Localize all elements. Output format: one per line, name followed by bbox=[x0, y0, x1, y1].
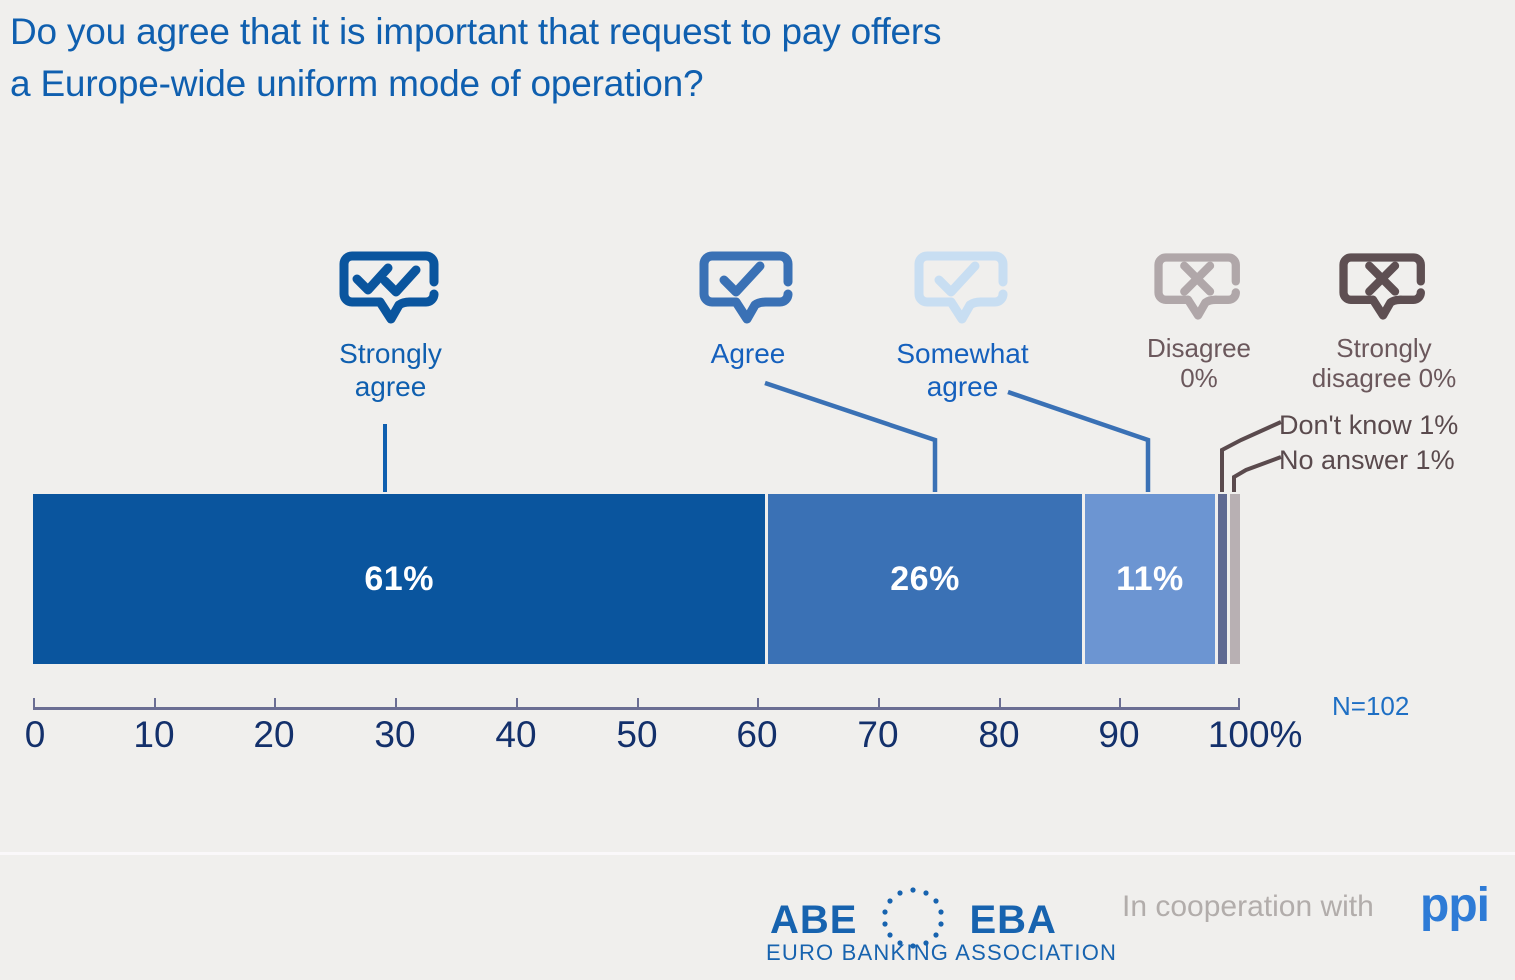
check-speech-bubble-icon bbox=[668, 248, 828, 331]
no-answer-label: No answer 1% bbox=[1279, 445, 1455, 475]
axis-label-80: 80 bbox=[978, 714, 1020, 755]
sample-size-note: N=102 bbox=[1332, 691, 1410, 721]
axis-tick bbox=[395, 698, 398, 707]
axis-tick bbox=[636, 698, 639, 707]
legend-label-strongly-agree: Strongly agree bbox=[339, 338, 442, 402]
bar-segment-somewhat-agree: 11% bbox=[1084, 494, 1216, 664]
bar-segment-dont-know bbox=[1218, 494, 1228, 664]
page-title: Do you agree that it is important that r… bbox=[10, 11, 942, 104]
abe-logo-subtitle: EURO BANKING ASSOCIATION bbox=[766, 940, 1118, 965]
axis-tick bbox=[1119, 698, 1122, 707]
cross-speech-bubble-icon bbox=[1296, 250, 1472, 327]
abe-eba-logo: ABE bbox=[770, 882, 1057, 959]
legend-item-somewhat-agree: Somewhat agree bbox=[860, 248, 1065, 403]
legend-item-agree: Agree bbox=[668, 248, 828, 370]
axis-label-40: 40 bbox=[495, 714, 537, 755]
axis-tick bbox=[1238, 698, 1240, 707]
footer-divider bbox=[0, 852, 1515, 855]
footer: ABE bbox=[0, 860, 1515, 980]
axis-label-30: 30 bbox=[374, 714, 416, 755]
check-speech-bubble-icon bbox=[860, 248, 1065, 331]
bar-value-somewhat-agree: 11% bbox=[1116, 559, 1184, 598]
axis-label-90: 90 bbox=[1098, 714, 1140, 755]
cooperation-text: In cooperation with bbox=[1122, 890, 1374, 923]
axis-label-10: 10 bbox=[133, 714, 175, 755]
axis-label-20: 20 bbox=[253, 714, 295, 755]
axis-label-60: 60 bbox=[736, 714, 778, 755]
bar-segment-agree: 26% bbox=[768, 494, 1082, 664]
bar-segment-no-answer bbox=[1230, 494, 1240, 664]
axis-tick bbox=[274, 698, 277, 707]
axis-tick bbox=[33, 698, 35, 707]
dont-know-label: Don't know 1% bbox=[1279, 410, 1459, 440]
eu-stars-icon bbox=[867, 882, 959, 959]
legend-label-somewhat-agree: Somewhat agree bbox=[896, 338, 1029, 402]
axis-tick bbox=[877, 698, 880, 707]
axis-tick bbox=[153, 698, 156, 707]
legend-item-strongly-disagree: Strongly disagree 0% bbox=[1296, 250, 1472, 393]
axis-label-0: 0 bbox=[24, 714, 46, 755]
abe-logo-text: ABE bbox=[770, 898, 858, 942]
axis-tick bbox=[757, 698, 760, 707]
legend-item-disagree: Disagree 0% bbox=[1130, 250, 1268, 393]
double-check-speech-bubble-icon bbox=[288, 248, 493, 331]
axis-label-100: 100% bbox=[1207, 714, 1303, 755]
x-axis-line bbox=[33, 698, 1240, 710]
cross-speech-bubble-icon bbox=[1130, 250, 1268, 327]
bar-segment-strongly-agree: 61% bbox=[33, 494, 766, 664]
legend-label-strongly-disagree: Strongly disagree 0% bbox=[1311, 333, 1457, 393]
axis-label-50: 50 bbox=[616, 714, 658, 755]
eba-logo-text: EBA bbox=[969, 898, 1057, 942]
axis-tick bbox=[998, 698, 1001, 707]
legend-label-disagree: Disagree 0% bbox=[1146, 333, 1252, 393]
bar-value-agree: 26% bbox=[890, 559, 960, 598]
axis-label-70: 70 bbox=[857, 714, 899, 755]
ppi-logo: ppi bbox=[1420, 879, 1490, 932]
stacked-bar-chart: 61% 26% 11% bbox=[33, 494, 1240, 664]
legend-item-strongly-agree: Strongly agree bbox=[288, 248, 493, 403]
x-axis-labels: 0 10 20 30 40 50 60 70 80 90 100% bbox=[0, 714, 1303, 764]
legend-label-agree: Agree bbox=[710, 338, 786, 369]
bar-value-strongly-agree: 61% bbox=[364, 559, 434, 598]
axis-tick bbox=[515, 698, 518, 707]
